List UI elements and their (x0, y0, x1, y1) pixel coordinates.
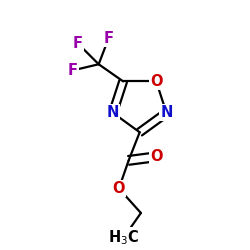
Text: F: F (104, 31, 114, 46)
Text: H$_3$C: H$_3$C (108, 228, 139, 247)
Text: O: O (150, 149, 163, 164)
Text: O: O (150, 74, 162, 89)
Text: N: N (107, 105, 119, 120)
Text: O: O (113, 181, 125, 196)
Text: F: F (73, 36, 83, 51)
Text: N: N (160, 105, 172, 120)
Text: F: F (68, 63, 78, 78)
